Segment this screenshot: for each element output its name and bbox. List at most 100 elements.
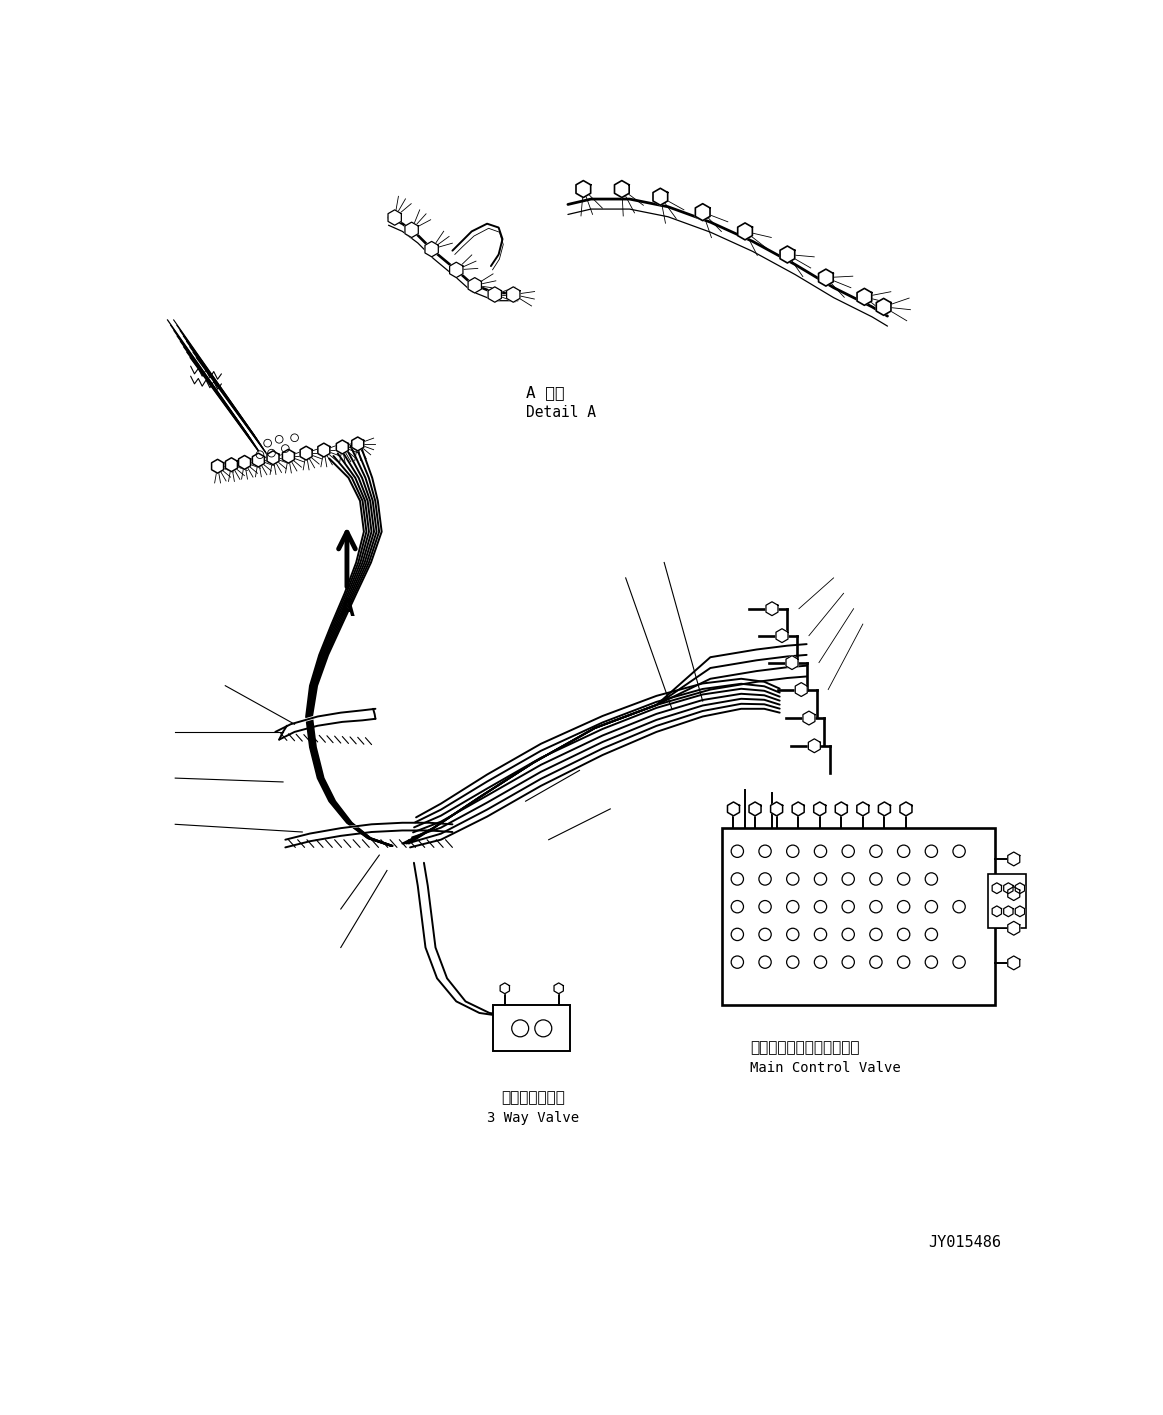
Polygon shape [450, 262, 463, 277]
Circle shape [732, 845, 743, 857]
Circle shape [926, 845, 937, 857]
Polygon shape [776, 628, 789, 642]
Polygon shape [795, 682, 807, 696]
Circle shape [276, 436, 283, 443]
Polygon shape [1015, 883, 1025, 894]
Polygon shape [238, 456, 250, 470]
Polygon shape [737, 224, 752, 241]
Circle shape [759, 873, 771, 886]
Polygon shape [252, 453, 264, 467]
Polygon shape [424, 242, 438, 256]
Circle shape [926, 900, 937, 913]
Polygon shape [212, 460, 223, 473]
Text: A 詳細: A 詳細 [526, 386, 564, 400]
Polygon shape [835, 802, 848, 816]
Circle shape [814, 900, 827, 913]
Circle shape [952, 845, 965, 857]
Circle shape [926, 957, 937, 968]
Circle shape [759, 957, 771, 968]
Polygon shape [786, 655, 798, 669]
Circle shape [842, 845, 855, 857]
Bar [493, 1005, 570, 1051]
Circle shape [291, 434, 299, 441]
Circle shape [535, 1020, 551, 1037]
Circle shape [814, 957, 827, 968]
Circle shape [926, 873, 937, 886]
Circle shape [952, 900, 965, 913]
Polygon shape [226, 458, 237, 471]
Polygon shape [1015, 906, 1025, 917]
Circle shape [786, 873, 799, 886]
Circle shape [926, 928, 937, 941]
Polygon shape [488, 287, 501, 303]
Polygon shape [814, 802, 826, 816]
Polygon shape [300, 446, 312, 460]
Circle shape [786, 957, 799, 968]
Polygon shape [388, 209, 401, 225]
Polygon shape [283, 450, 294, 463]
Polygon shape [857, 802, 869, 816]
Circle shape [870, 873, 882, 886]
Polygon shape [695, 204, 711, 221]
Polygon shape [792, 802, 804, 816]
Circle shape [732, 900, 743, 913]
Circle shape [870, 900, 882, 913]
Text: JY015486: JY015486 [928, 1235, 1001, 1249]
Circle shape [870, 928, 882, 941]
Polygon shape [1008, 957, 1020, 969]
Circle shape [786, 928, 799, 941]
Circle shape [814, 928, 827, 941]
Polygon shape [500, 983, 509, 993]
Circle shape [267, 450, 276, 457]
Circle shape [898, 845, 909, 857]
Circle shape [814, 845, 827, 857]
Circle shape [842, 928, 855, 941]
Circle shape [786, 845, 799, 857]
Circle shape [512, 1020, 529, 1037]
Text: 3 Way Valve: 3 Way Valve [487, 1111, 579, 1125]
Polygon shape [652, 188, 668, 205]
Polygon shape [554, 983, 563, 993]
Polygon shape [802, 712, 815, 724]
Polygon shape [780, 246, 794, 263]
Polygon shape [749, 802, 761, 816]
Circle shape [256, 451, 264, 458]
Circle shape [732, 928, 743, 941]
Circle shape [898, 873, 909, 886]
Polygon shape [1008, 852, 1020, 866]
Polygon shape [614, 181, 629, 198]
Polygon shape [992, 906, 1001, 917]
Polygon shape [507, 287, 520, 303]
Circle shape [264, 439, 271, 447]
Polygon shape [808, 739, 820, 753]
Circle shape [759, 845, 771, 857]
Polygon shape [728, 802, 740, 816]
Bar [987, 874, 1026, 928]
Polygon shape [576, 181, 591, 198]
Polygon shape [405, 222, 419, 238]
Polygon shape [876, 299, 891, 316]
Circle shape [732, 873, 743, 886]
Circle shape [732, 957, 743, 968]
Polygon shape [992, 883, 1001, 894]
Circle shape [870, 845, 882, 857]
Text: ３ウェイバルブ: ３ウェイバルブ [501, 1090, 565, 1105]
Polygon shape [1004, 883, 1013, 894]
Circle shape [759, 900, 771, 913]
Polygon shape [900, 802, 912, 816]
Polygon shape [468, 277, 481, 293]
Circle shape [898, 928, 909, 941]
Polygon shape [766, 601, 778, 616]
Polygon shape [1008, 921, 1020, 935]
Polygon shape [878, 802, 891, 816]
Circle shape [842, 957, 855, 968]
Polygon shape [267, 451, 279, 464]
Polygon shape [857, 289, 872, 306]
Text: Main Control Valve: Main Control Valve [750, 1061, 901, 1075]
Circle shape [870, 957, 882, 968]
Polygon shape [1004, 906, 1013, 917]
Circle shape [281, 444, 290, 453]
Text: A: A [340, 597, 355, 621]
Polygon shape [819, 269, 833, 286]
Circle shape [842, 873, 855, 886]
